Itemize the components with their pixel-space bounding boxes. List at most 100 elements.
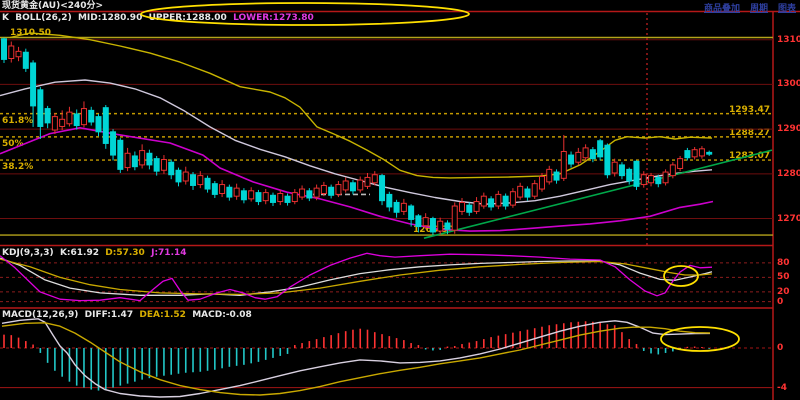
candle-body bbox=[364, 176, 371, 187]
macd-name: MACD(12,26,9) bbox=[2, 310, 79, 320]
candle-body bbox=[371, 174, 378, 184]
candle-body bbox=[248, 190, 255, 200]
candle-body bbox=[422, 217, 429, 227]
candle-body bbox=[226, 186, 233, 198]
candle-body bbox=[473, 201, 480, 212]
candle-body bbox=[379, 175, 386, 202]
candle-body bbox=[611, 161, 618, 174]
candle-body bbox=[22, 51, 29, 69]
candle-body bbox=[277, 193, 284, 203]
candle-body bbox=[415, 215, 422, 228]
candle-body bbox=[437, 220, 444, 232]
price-tick-label: 1310 bbox=[777, 34, 800, 45]
candle-body bbox=[648, 175, 655, 184]
menu-overlay-link[interactable]: 商品叠加 bbox=[704, 4, 741, 14]
candle-body bbox=[524, 188, 531, 198]
macd-tick-label: -4 bbox=[777, 382, 787, 393]
candle-body bbox=[291, 192, 298, 203]
candle-body bbox=[698, 148, 705, 157]
candle-body bbox=[488, 198, 495, 208]
macd-value: MACD:-0.08 bbox=[192, 310, 252, 320]
candle-body bbox=[80, 108, 87, 126]
candle-body bbox=[197, 175, 204, 186]
kdj-k-line bbox=[0, 257, 713, 296]
candle-body bbox=[400, 202, 407, 212]
menu-period-link[interactable]: 周期 bbox=[750, 4, 769, 14]
kdj-j-value: J:71.14 bbox=[151, 248, 187, 258]
candle-body bbox=[357, 179, 364, 191]
drawn-trendline bbox=[423, 149, 773, 239]
candle-body bbox=[691, 149, 698, 158]
candle-body bbox=[451, 205, 458, 231]
macd-indicator-label: MACD(12,26,9) DIFF:1.47 DEA:1.52 MACD:-0… bbox=[2, 310, 252, 320]
fib-percent-label: 61.8% bbox=[2, 115, 34, 126]
boll-indicator-label: K BOLL(26,2) MID:1280.90 UPPER:1288.00 L… bbox=[2, 13, 314, 23]
price-tick-label: 1290 bbox=[777, 124, 800, 135]
candle-body bbox=[117, 139, 124, 170]
macd-tick-label: 0 bbox=[777, 343, 784, 353]
candle-body bbox=[73, 113, 80, 127]
candle-body bbox=[429, 218, 436, 233]
candle-body bbox=[509, 191, 516, 206]
candle-body bbox=[662, 171, 669, 184]
candle-body bbox=[51, 116, 58, 131]
candle-body bbox=[495, 193, 502, 207]
candle-body bbox=[560, 150, 567, 179]
candle-body bbox=[640, 174, 647, 186]
boll-lower-line bbox=[0, 127, 714, 232]
candlestick-layer bbox=[1, 37, 713, 236]
boll-upper-line bbox=[9, 32, 713, 179]
candle-body bbox=[684, 150, 691, 159]
price-tick-label: 1280 bbox=[777, 168, 800, 179]
candle-body bbox=[59, 118, 66, 127]
menu-chart-link[interactable]: 图表 bbox=[778, 4, 797, 14]
fib-price-label: 1288.27 bbox=[729, 127, 770, 138]
boll-mid-line bbox=[0, 79, 713, 205]
candle-body bbox=[168, 161, 175, 176]
candle-body bbox=[386, 193, 393, 208]
kdj-d-line bbox=[0, 258, 713, 296]
candle-body bbox=[553, 171, 560, 181]
candle-body bbox=[299, 188, 306, 198]
macd-diff-line bbox=[1, 318, 711, 398]
candle-body bbox=[517, 185, 524, 198]
candle-body bbox=[233, 187, 240, 197]
candle-body bbox=[175, 169, 182, 183]
candle-body bbox=[190, 174, 197, 186]
macd-histogram-layer bbox=[3, 321, 710, 391]
boll-upper-value: UPPER:1288.00 bbox=[148, 13, 227, 23]
candle-body bbox=[677, 158, 684, 169]
macd-dea-line bbox=[1, 322, 711, 396]
candle-body bbox=[139, 150, 146, 166]
candle-body bbox=[131, 155, 138, 168]
candle-body bbox=[349, 182, 356, 192]
candle-body bbox=[538, 176, 545, 190]
candle-body bbox=[262, 192, 269, 202]
candle-body bbox=[582, 147, 589, 159]
candle-body bbox=[408, 205, 415, 220]
page-title: 现货黄金(AU)<240分> bbox=[2, 1, 104, 11]
kdj-name: KDJ(9,3,3) bbox=[2, 248, 54, 258]
candle-body bbox=[618, 164, 625, 177]
candle-body bbox=[626, 168, 633, 182]
candle-body bbox=[589, 149, 596, 160]
boll-name: BOLL(26,2) bbox=[15, 13, 72, 23]
candle-body bbox=[88, 109, 95, 123]
candle-body bbox=[160, 159, 167, 171]
kdj-k-value: K:61.92 bbox=[59, 248, 99, 258]
candle-body bbox=[66, 111, 73, 125]
candle-body bbox=[633, 160, 640, 187]
macd-diff-value: DIFF:1.47 bbox=[84, 310, 134, 320]
candle-body bbox=[459, 201, 466, 212]
candle-body bbox=[568, 154, 575, 165]
candle-body bbox=[110, 131, 117, 156]
candle-body bbox=[655, 176, 662, 185]
candle-body bbox=[146, 152, 153, 166]
price-tick-label: 1270 bbox=[777, 213, 800, 224]
candle-body bbox=[444, 222, 451, 230]
price-tick-label: 1300 bbox=[777, 79, 800, 90]
candle-body bbox=[480, 195, 487, 207]
candle-body bbox=[328, 186, 335, 196]
fib-percent-label: 38.2% bbox=[2, 162, 34, 173]
